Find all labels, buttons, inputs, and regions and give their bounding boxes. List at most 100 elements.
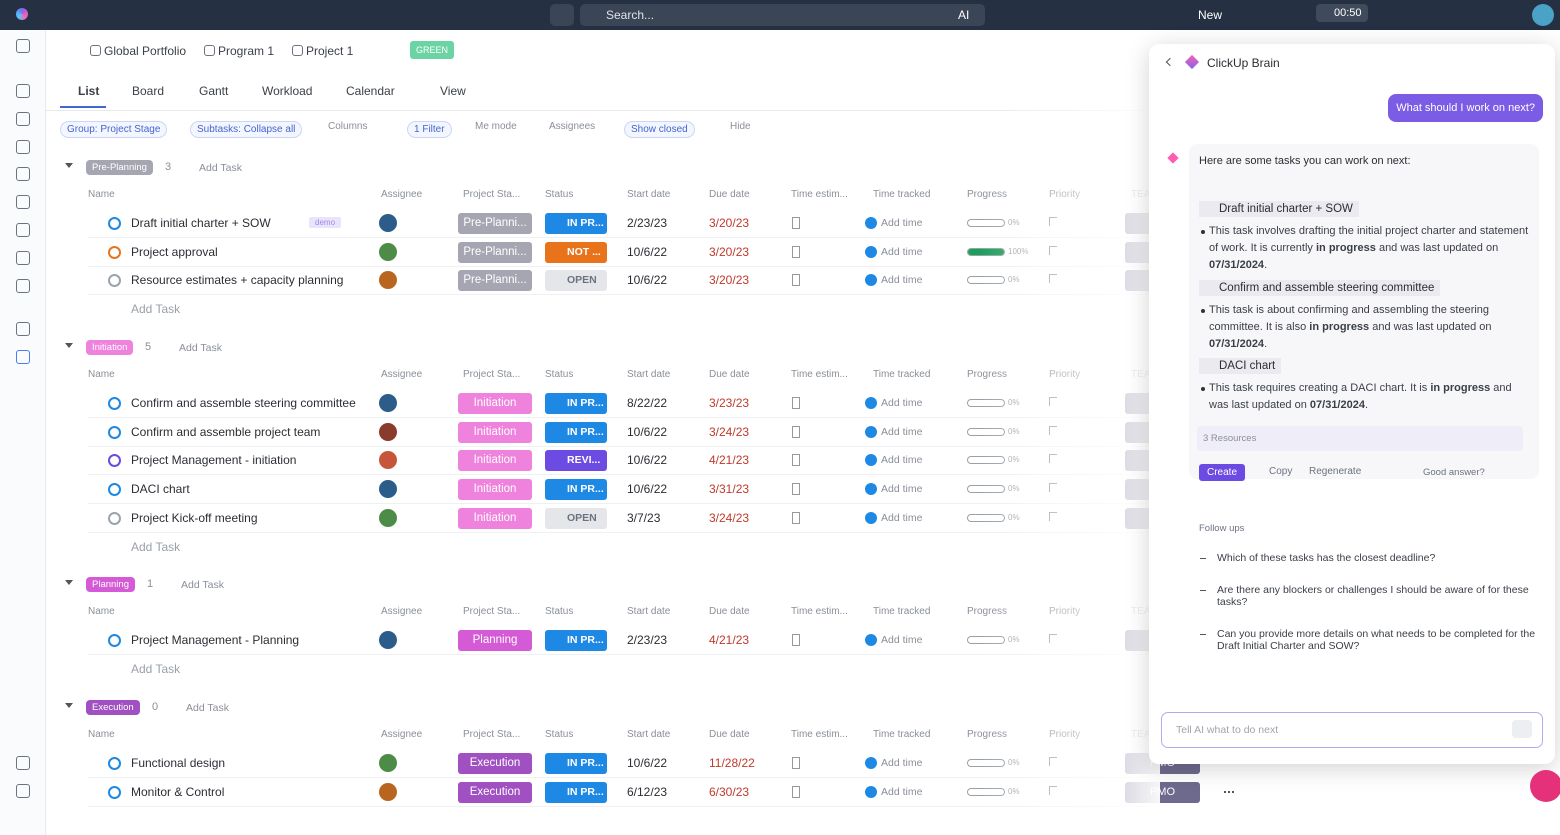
task-name[interactable]: Draft initial charter + SOW [131,216,271,230]
copy-button[interactable]: Copy [1269,466,1293,477]
status[interactable]: OPEN [545,507,607,529]
followup-question[interactable]: Are there any blockers or challenges I s… [1217,584,1529,608]
sidebar-icon[interactable] [16,112,30,126]
close-button[interactable] [1531,56,1543,68]
view-tab[interactable]: View [440,84,466,98]
sidebar-icon[interactable] [16,223,30,237]
sidebar-icon[interactable] [16,322,30,336]
status[interactable]: IN PR... [545,421,607,443]
status[interactable]: NOT ... [545,241,607,263]
resources-toggle[interactable]: 3 Resources [1197,426,1523,451]
sidebar-icon[interactable] [16,140,30,154]
task-name[interactable]: Project approval [131,244,218,259]
sidebar-icon[interactable] [16,350,30,364]
task-status-icon[interactable] [108,483,121,497]
time-tracked[interactable]: Add time [881,425,923,438]
task-status-icon[interactable] [108,217,121,230]
sidebar-icon[interactable] [16,784,30,798]
task-status-icon[interactable] [108,785,121,799]
status[interactable]: IN PR... [545,393,607,414]
time-play-icon[interactable] [865,425,877,438]
time-tracked[interactable]: Add time [881,483,923,496]
status[interactable]: IN PR... [545,213,607,234]
task-name[interactable]: Project Management - initiation [131,453,297,468]
ai-button[interactable]: AI [958,8,970,22]
view-tab[interactable]: Calendar [346,84,395,98]
task-chip[interactable]: Draft initial charter + SOW [1199,201,1359,217]
time-tracked[interactable]: Add time [881,757,923,769]
time-play-icon[interactable] [865,245,877,258]
add-task-row[interactable]: Add Task [131,302,181,317]
task-status-icon[interactable] [108,245,121,259]
status[interactable]: IN PR... [545,753,607,774]
followup-question[interactable]: Can you provide more details on what nee… [1217,628,1536,652]
time-tracked[interactable]: Add time [881,397,923,409]
create-button[interactable]: Create [1199,464,1246,481]
task-status-icon[interactable] [108,397,121,410]
task-name[interactable]: DACI chart [131,482,190,497]
group-add-task[interactable]: Add Task [179,342,222,354]
task-chip[interactable]: Confirm and assemble steering committee [1199,280,1441,296]
view-tab[interactable]: Board [132,84,165,98]
time-tracked[interactable]: Add time [881,217,923,229]
search-box[interactable]: Search... AI [580,4,985,26]
new-button[interactable]: New [1198,8,1223,22]
time-tracked[interactable]: Add time [881,511,923,524]
task-name[interactable]: Monitor & Control [131,784,225,799]
filter-chip[interactable]: Subtasks: Collapse all [190,121,303,138]
collapse-arrow[interactable] [65,703,73,708]
task-status-icon[interactable] [108,454,121,468]
time-play-icon[interactable] [865,217,877,229]
breadcrumb-item[interactable]: Program 1 [218,44,275,58]
time-play-icon[interactable] [865,397,877,409]
filter-chip[interactable]: Assignees [549,121,596,132]
filter-chip[interactable]: Columns [328,121,368,132]
time-tracked[interactable]: Add time [881,454,923,467]
time-tracked[interactable]: Add time [881,245,923,258]
task-status-icon[interactable] [108,511,121,525]
calendar-button[interactable] [550,4,574,26]
sidebar-icon[interactable] [16,756,30,770]
time-tracked[interactable]: Add time [881,785,923,798]
sidebar-icon[interactable] [16,167,30,181]
time-tracked[interactable]: Add time [881,274,923,287]
collapse-arrow[interactable] [65,343,73,348]
task-status-icon[interactable] [108,634,121,647]
task-status-icon[interactable] [108,757,121,770]
back-button[interactable] [1165,57,1175,67]
collapse-arrow[interactable] [65,163,73,168]
followup-question[interactable]: Which of these tasks has the closest dea… [1217,552,1436,564]
filter-chip[interactable]: 1 Filter [407,121,452,138]
chat-input[interactable]: Tell AI what to do next [1161,712,1543,748]
task-status-icon[interactable] [108,274,121,288]
task-name[interactable]: Project Management - Planning [131,633,300,647]
filter-chip[interactable]: Group: Project Stage [60,121,168,138]
time-tracked[interactable]: Add time [881,634,923,646]
collapse-arrow[interactable] [65,580,73,585]
group-add-task[interactable]: Add Task [186,702,229,714]
group-add-task[interactable]: Add Task [199,162,242,174]
task-name[interactable]: Project Kick-off meeting [131,510,258,525]
time-play-icon[interactable] [865,785,877,798]
view-tab[interactable]: Workload [262,84,313,98]
add-task-row[interactable]: Add Task [131,539,181,554]
filter-chip[interactable]: Me mode [475,121,517,132]
status[interactable]: REVI... [545,450,607,472]
task-status-icon[interactable] [108,425,121,439]
status[interactable]: IN PR... [545,630,607,651]
add-task-row[interactable]: Add Task [131,661,181,676]
filter-chip[interactable]: Hide [730,121,751,132]
breadcrumb-item[interactable]: Global Portfolio [104,44,187,58]
status[interactable]: OPEN [545,270,607,292]
sidebar-icon[interactable] [16,39,30,53]
task-name[interactable]: Confirm and assemble project team [131,424,321,439]
sidebar-icon[interactable] [16,251,30,265]
time-play-icon[interactable] [865,757,877,769]
status[interactable]: IN PR... [545,781,607,803]
time-play-icon[interactable] [865,483,877,496]
fab-close[interactable] [1530,770,1560,802]
task-name[interactable]: Functional design [131,756,226,770]
more-button[interactable] [1224,790,1234,795]
time-play-icon[interactable] [865,634,877,646]
sidebar-icon[interactable] [16,195,30,209]
